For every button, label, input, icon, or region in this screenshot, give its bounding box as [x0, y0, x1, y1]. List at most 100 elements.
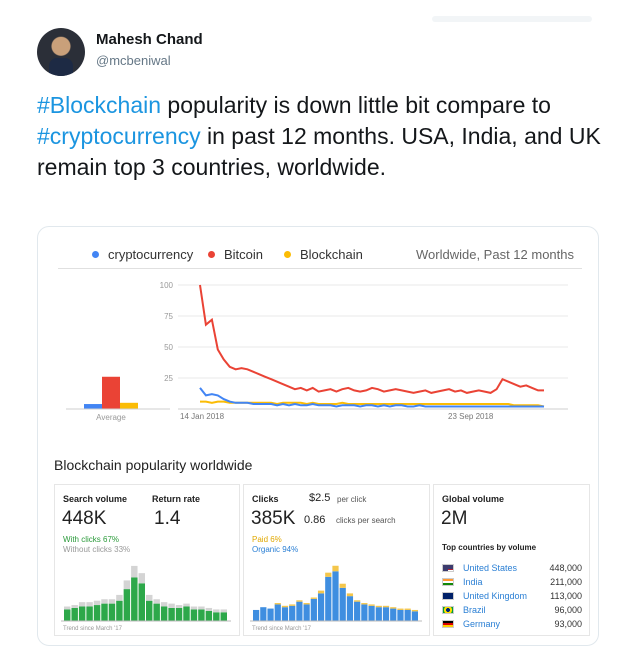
- country-volume: 448,000: [549, 563, 582, 573]
- trend-bar: [123, 589, 131, 621]
- country-name: Germany: [463, 619, 501, 629]
- avatar[interactable]: [37, 28, 85, 76]
- global-volume-label: Global volume: [442, 494, 505, 504]
- trend-bar: [404, 609, 411, 621]
- tweet-text: #Blockchain popularity is down little bi…: [37, 90, 607, 183]
- trend-bar-top: [339, 583, 346, 588]
- trend-bar-top: [354, 600, 361, 602]
- trend-bar: [146, 600, 153, 621]
- trend-bar: [325, 576, 332, 621]
- trend-bar-top: [332, 565, 339, 572]
- trend-bar-top: [168, 603, 175, 608]
- legend-item-cryptocurrency: cryptocurrency: [92, 247, 193, 262]
- trend-label: Trend since March '17: [252, 626, 311, 632]
- average-bar-bitcoin: [102, 376, 120, 409]
- author-handle[interactable]: @mcbeniwal: [96, 53, 171, 68]
- trend-bar-top: [346, 593, 354, 597]
- return-rate-value: 1.4: [154, 508, 181, 529]
- trend-bar: [274, 604, 281, 621]
- trend-bar-top: [368, 604, 375, 606]
- trend-bar-top: [93, 600, 101, 606]
- y-tick-label: 75: [164, 312, 173, 321]
- trend-bar: [168, 607, 175, 621]
- series-line-bitcoin: [199, 284, 544, 394]
- trend-bar-top: [190, 606, 198, 610]
- trend-bar: [310, 598, 317, 621]
- trend-bar-top: [310, 597, 317, 599]
- search-volume-value: 448K: [62, 508, 107, 529]
- clicks-panel: Clicks $2.5 per click 385K 0.86 clicks p…: [243, 484, 430, 636]
- search-volume-panel: Search volume Return rate 448K 1.4 With …: [54, 484, 240, 636]
- trend-bar: [253, 609, 260, 621]
- trend-bar-top: [205, 607, 213, 611]
- search-volume-label: Search volume: [63, 494, 128, 504]
- per-click-label: per click: [337, 495, 367, 504]
- country-row-united-kingdom[interactable]: United Kingdom 113,000: [442, 590, 582, 602]
- trend-bar: [101, 603, 108, 621]
- embedded-image-card[interactable]: cryptocurrency Bitcoin Blockchain Worldw…: [37, 226, 599, 646]
- trend-bar-top: [296, 600, 303, 602]
- hashtag-link[interactable]: #Blockchain: [37, 92, 162, 118]
- in-flag-icon: [442, 578, 454, 586]
- trend-bar: [260, 607, 267, 621]
- country-row-brazil[interactable]: Brazil 96,000: [442, 604, 582, 616]
- trend-bar-top: [123, 580, 131, 590]
- trend-bar: [131, 577, 138, 621]
- trend-bar-top: [146, 594, 153, 601]
- trend-bar-top: [325, 572, 332, 577]
- trend-bar-top: [71, 605, 78, 608]
- legend-dot-icon: [208, 251, 215, 258]
- return-rate-label: Return rate: [152, 494, 201, 504]
- trend-bar: [339, 587, 346, 621]
- trend-bar: [86, 606, 93, 621]
- trend-bar-top: [175, 605, 183, 608]
- hashtag-link[interactable]: #cryptocurrency: [37, 123, 201, 149]
- trend-bar: [368, 605, 375, 621]
- global-volume-panel: Global volume 2M Top countries by volume…: [433, 484, 590, 636]
- trend-bar-top: [411, 609, 418, 612]
- trend-bar: [411, 611, 418, 621]
- trend-bar: [303, 604, 310, 621]
- trend-bar: [190, 609, 198, 621]
- country-row-united-states[interactable]: United States 448,000: [442, 562, 582, 574]
- trend-bar-top: [108, 599, 116, 604]
- trend-bar: [153, 603, 160, 621]
- author-name[interactable]: Mahesh Chand: [96, 31, 203, 48]
- legend-item-blockchain: Blockchain: [284, 247, 363, 262]
- trend-bar-top: [289, 604, 296, 606]
- trend-bar: [382, 607, 390, 621]
- clicks-per-search-label: clicks per search: [336, 516, 396, 525]
- paid-share: Paid 6%: [252, 535, 282, 544]
- x-tick-label: 23 Sep 2018: [448, 412, 494, 421]
- trend-bar: [183, 606, 190, 621]
- clicks-value: 385K: [251, 508, 296, 529]
- country-row-germany[interactable]: Germany 93,000: [442, 618, 582, 630]
- search-trend-bars: [61, 565, 231, 622]
- us-flag-icon: [442, 564, 454, 572]
- trend-bar-top: [382, 605, 390, 608]
- header-placeholder: [432, 16, 592, 22]
- trend-bar: [397, 609, 404, 621]
- y-tick-label: 25: [164, 374, 173, 383]
- country-name: United States: [463, 563, 518, 573]
- trend-bar: [198, 609, 205, 621]
- organic-share: Organic 94%: [252, 545, 299, 554]
- trend-bar-top: [116, 594, 123, 601]
- clicks-trend-bars: [250, 565, 422, 622]
- country-name: India: [463, 577, 483, 587]
- range-label: Worldwide, Past 12 months: [416, 247, 574, 262]
- trend-bar-top: [220, 609, 227, 613]
- legend-dot-icon: [284, 251, 291, 258]
- price-value: $2.5: [309, 492, 331, 504]
- trend-bar-top: [317, 590, 325, 594]
- country-name: United Kingdom: [463, 591, 528, 601]
- country-row-india[interactable]: India 211,000: [442, 576, 582, 588]
- trend-bar-top: [183, 603, 190, 607]
- trend-bar: [296, 601, 303, 621]
- trend-bar-top: [361, 603, 368, 605]
- legend-label: cryptocurrency: [108, 247, 194, 262]
- without-clicks: Without clicks 33%: [63, 545, 131, 554]
- average-bar-cryptocurrency: [84, 404, 102, 409]
- with-clicks: With clicks 67%: [63, 535, 120, 544]
- trend-bar-top: [86, 602, 93, 607]
